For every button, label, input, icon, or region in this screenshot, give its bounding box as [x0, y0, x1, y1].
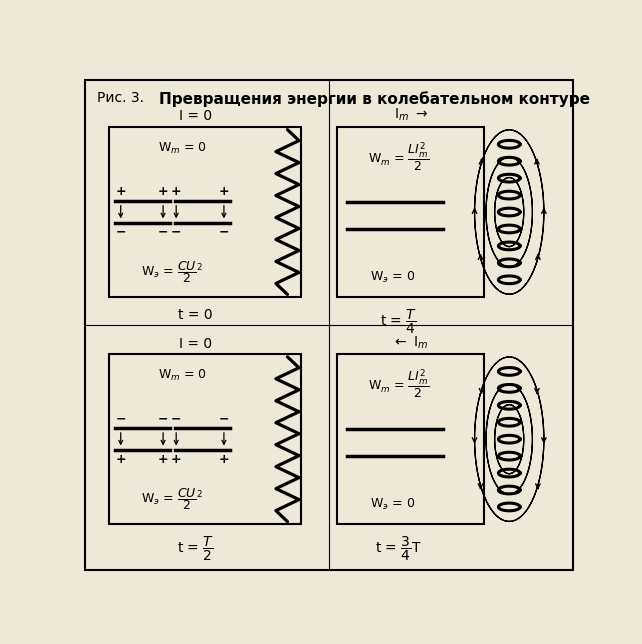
Text: t = 0: t = 0: [178, 308, 213, 321]
Text: −: −: [171, 412, 182, 425]
Text: t = $\dfrac{T}{2}$: t = $\dfrac{T}{2}$: [177, 535, 214, 563]
Text: +: +: [171, 185, 182, 198]
Bar: [108, 128, 301, 297]
Text: +: +: [219, 453, 229, 466]
Text: −: −: [219, 412, 229, 425]
Text: t = $\dfrac{3}{4}$T: t = $\dfrac{3}{4}$T: [376, 535, 422, 563]
Text: −: −: [171, 226, 182, 239]
Text: W$_m$ = $\dfrac{LI^2_m}{2}$: W$_m$ = $\dfrac{LI^2_m}{2}$: [369, 141, 429, 174]
Text: W$_э$ = 0: W$_э$ = 0: [370, 497, 415, 513]
Text: I = 0: I = 0: [179, 337, 212, 350]
Text: +: +: [116, 453, 126, 466]
Text: W$_э$ = $\dfrac{CU}{2}$$^2$: W$_э$ = $\dfrac{CU}{2}$$^2$: [141, 486, 204, 513]
Text: W$_э$ = 0: W$_э$ = 0: [370, 270, 415, 285]
Text: +: +: [158, 453, 168, 466]
Bar: [338, 128, 484, 297]
Text: W$_m$ = 0: W$_m$ = 0: [157, 141, 207, 156]
Bar: [338, 354, 484, 524]
Text: −: −: [116, 226, 126, 239]
Text: I = 0: I = 0: [179, 109, 212, 124]
Text: W$_m$ = 0: W$_m$ = 0: [157, 368, 207, 383]
Text: +: +: [158, 185, 168, 198]
Text: W$_э$ = $\dfrac{CU}{2}$$^2$: W$_э$ = $\dfrac{CU}{2}$$^2$: [141, 260, 204, 285]
Text: −: −: [158, 412, 168, 425]
Bar: [108, 354, 301, 524]
Text: −: −: [219, 226, 229, 239]
Text: $\leftarrow$ I$_m$: $\leftarrow$ I$_m$: [392, 334, 429, 350]
Text: +: +: [171, 453, 182, 466]
Text: +: +: [219, 185, 229, 198]
Text: W$_m$ = $\dfrac{LI^2_m}{2}$: W$_m$ = $\dfrac{LI^2_m}{2}$: [369, 368, 429, 401]
Text: +: +: [116, 185, 126, 198]
Text: Рис. 3.: Рис. 3.: [97, 91, 144, 105]
Text: Превращения энергии в колебательном контуре: Превращения энергии в колебательном конт…: [159, 91, 590, 107]
Text: −: −: [116, 412, 126, 425]
Text: −: −: [158, 226, 168, 239]
Text: I$_m$ $\rightarrow$: I$_m$ $\rightarrow$: [394, 107, 428, 124]
Text: t = $\dfrac{T}{4}$: t = $\dfrac{T}{4}$: [380, 308, 417, 336]
